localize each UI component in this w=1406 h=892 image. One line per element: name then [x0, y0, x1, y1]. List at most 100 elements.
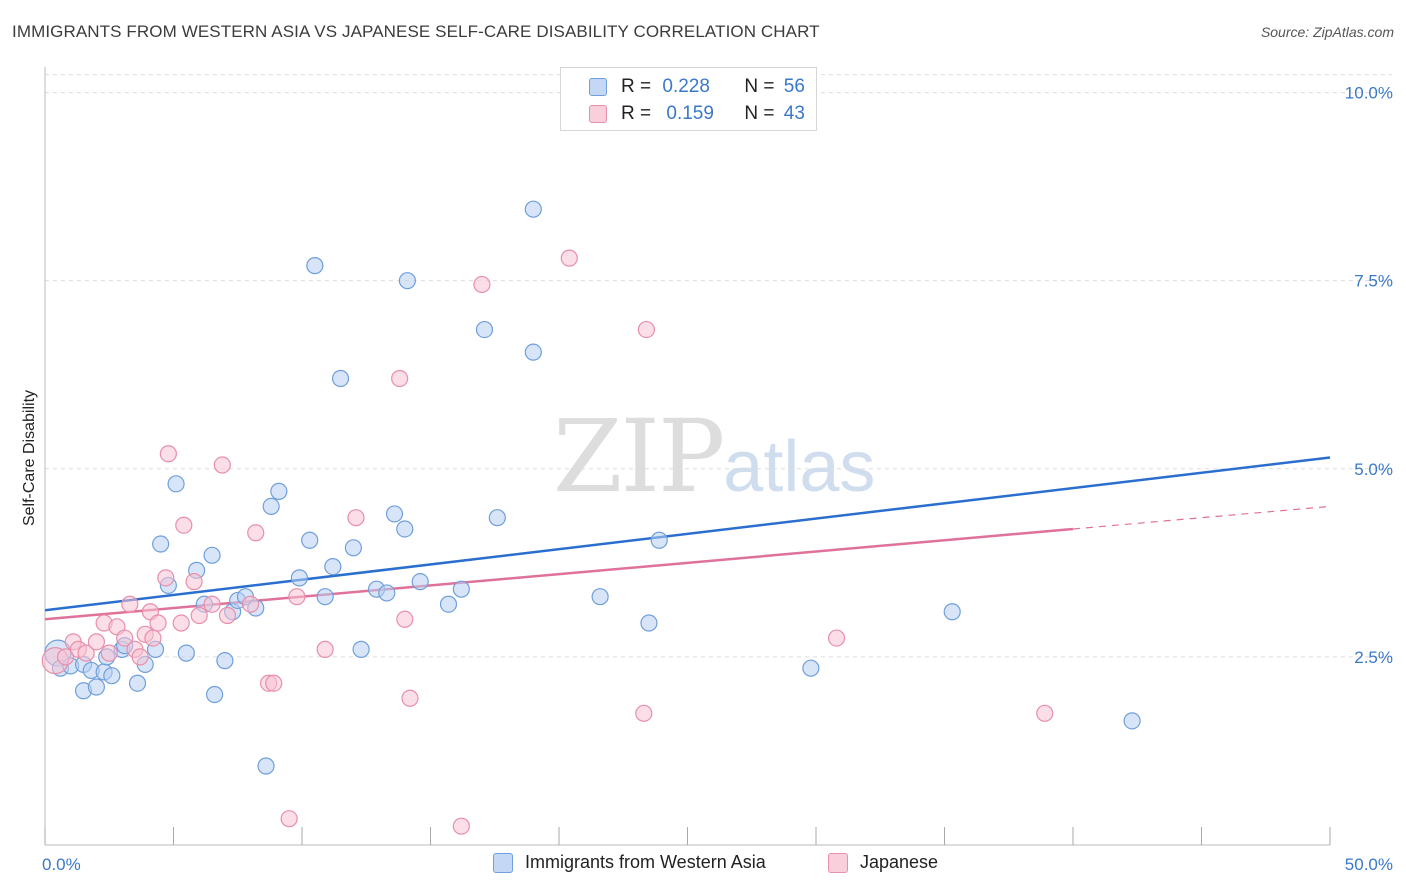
watermark: ZIPatlas [553, 398, 875, 515]
point-japanese [185, 573, 203, 591]
point-japanese [203, 595, 221, 613]
y-tick-label: 5.0% [1354, 460, 1393, 479]
point-japanese [247, 524, 265, 542]
watermark-zip: ZIP [553, 398, 725, 515]
legend-n-value: 56 [783, 76, 805, 97]
point-japanese [288, 588, 306, 606]
legend-n-label: N = [744, 76, 775, 97]
point-western-asia [524, 200, 542, 218]
point-western-asia [216, 652, 234, 670]
point-western-asia [203, 546, 221, 564]
source-label: Source: ZipAtlas.com [1260, 24, 1394, 40]
point-western-asia [640, 614, 658, 632]
point-japanese [77, 644, 95, 662]
series-legend: Immigrants from Western Asia Japanese [0, 852, 1406, 876]
legend-item-western-asia[interactable]: Immigrants from Western Asia [493, 852, 766, 873]
point-western-asia [87, 678, 106, 696]
legend-row-western-asia: R = 0.228 N = 56 [589, 75, 805, 99]
point-western-asia [324, 558, 342, 576]
point-japanese [635, 704, 653, 722]
point-japanese [121, 595, 139, 613]
legend-swatch-blue [589, 78, 607, 96]
point-western-asia [385, 505, 404, 523]
point-western-asia [396, 520, 414, 538]
point-japanese [391, 369, 409, 388]
x-tick-label: 0.0% [42, 855, 81, 874]
point-japanese [396, 610, 414, 628]
point-western-asia [262, 497, 280, 516]
legend-r-label: R = [621, 76, 652, 97]
point-western-asia [475, 320, 494, 339]
point-japanese [116, 629, 134, 647]
legend-r-value: 0.159 [666, 103, 714, 124]
point-western-asia [524, 343, 542, 361]
point-japanese [347, 509, 365, 527]
point-western-asia [290, 569, 309, 587]
point-japanese [144, 629, 162, 647]
y-tick-label: 7.5% [1354, 272, 1393, 291]
point-japanese [473, 275, 491, 294]
point-japanese [560, 249, 578, 267]
point-japanese [401, 689, 419, 707]
point-western-asia [331, 369, 350, 388]
point-japanese [218, 606, 237, 625]
point-japanese [637, 320, 655, 339]
point-western-asia [128, 674, 147, 692]
point-japanese [280, 810, 298, 828]
legend-item-japanese[interactable]: Japanese [828, 852, 938, 873]
point-western-asia [452, 580, 470, 598]
point-western-asia [257, 757, 275, 775]
point-western-asia [378, 584, 396, 602]
point-japanese [1036, 704, 1054, 722]
point-western-asia [352, 640, 370, 658]
y-axis-title: Self-Care Disability [21, 390, 38, 526]
point-western-asia [103, 667, 121, 685]
chart-title: IMMIGRANTS FROM WESTERN ASIA VS JAPANESE… [12, 22, 820, 41]
point-western-asia [306, 257, 324, 275]
legend-n-value: 43 [783, 103, 805, 124]
point-western-asia [301, 531, 319, 549]
point-japanese [452, 817, 470, 835]
point-western-asia [591, 588, 609, 606]
point-western-asia [943, 603, 961, 621]
legend-r-label: R = [621, 103, 652, 124]
point-japanese [213, 456, 231, 474]
point-japanese [149, 614, 167, 632]
point-western-asia [206, 685, 224, 704]
point-japanese [827, 629, 846, 647]
point-western-asia [398, 272, 416, 290]
y-tick-label: 2.5% [1354, 648, 1393, 667]
grid [45, 74, 1392, 658]
point-japanese [131, 648, 149, 666]
legend-n-label: N = [744, 103, 775, 124]
point-western-asia [152, 535, 170, 553]
point-western-asia [344, 539, 362, 557]
point-western-asia [488, 509, 506, 527]
legend-swatch-blue [493, 852, 513, 873]
legend-label-western-asia: Immigrants from Western Asia [525, 852, 766, 872]
point-western-asia [650, 531, 668, 549]
point-western-asia [167, 475, 185, 493]
point-japanese [157, 569, 175, 587]
point-japanese [242, 595, 260, 613]
trend-line-western-asia [44, 456, 1331, 612]
point-western-asia [802, 659, 820, 677]
trend-line-japanese-extension [1072, 505, 1331, 530]
point-western-asia [270, 482, 288, 500]
legend-row-japanese: R = 0.159 N = 43 [589, 102, 805, 126]
point-japanese [172, 614, 190, 632]
watermark-atlas: atlas [723, 427, 876, 507]
point-western-asia [177, 644, 195, 662]
data-points [41, 200, 1141, 835]
point-japanese [100, 644, 118, 662]
legend-r-value: 0.228 [662, 76, 710, 97]
point-japanese [175, 516, 193, 534]
legend-label-japanese: Japanese [860, 852, 939, 872]
point-japanese [56, 648, 75, 666]
point-japanese [316, 640, 334, 658]
y-tick-label: 10.0% [1345, 84, 1393, 103]
point-japanese [190, 606, 208, 625]
point-western-asia [411, 573, 429, 591]
point-western-asia [439, 595, 458, 613]
